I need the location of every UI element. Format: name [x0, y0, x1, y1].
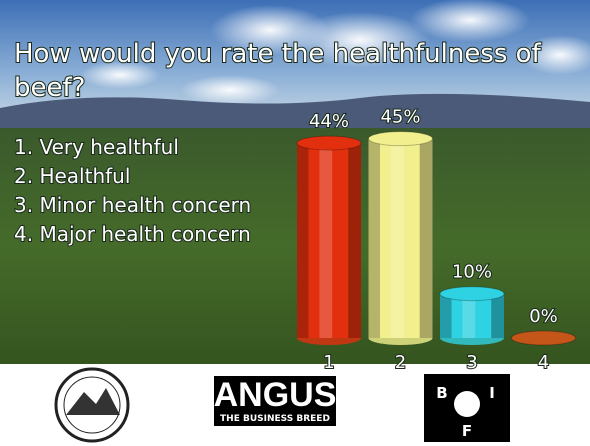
- value-label: 45%: [380, 107, 420, 128]
- category-label: 3: [466, 352, 477, 373]
- option: 3. Minor health concern: [14, 193, 251, 217]
- slide: How would you rate the healthfulness ofb…: [0, 0, 590, 446]
- option: 4. Major health concern: [14, 222, 251, 246]
- bar-shade: [420, 139, 433, 338]
- option: 1. Very healthful: [14, 135, 179, 159]
- bif-letter: B: [436, 384, 447, 402]
- bar-shade: [297, 143, 309, 338]
- category-label: 4: [538, 352, 549, 373]
- bar-cap: [297, 136, 361, 150]
- bar-cap: [440, 287, 504, 301]
- page: How would you rate the healthfulness ofb…: [0, 0, 590, 446]
- value-label: 0%: [529, 306, 558, 327]
- bar-shade: [348, 143, 361, 338]
- category-label: 2: [395, 352, 406, 373]
- option: 2. Healthful: [14, 164, 130, 188]
- logo-angus: ANGUS THE BUSINESS BREED: [214, 376, 337, 426]
- bar-shade: [491, 294, 504, 338]
- bif-letter: I: [489, 384, 495, 402]
- angus-word: ANGUS: [214, 376, 337, 414]
- bar-shine: [391, 139, 404, 338]
- category-label: 1: [323, 352, 334, 373]
- value-label: 10%: [452, 262, 492, 283]
- logo-bif: B I F: [424, 374, 510, 442]
- angus-tagline: THE BUSINESS BREED: [220, 414, 330, 424]
- bar-shade: [369, 139, 381, 338]
- bar-shine: [319, 143, 332, 338]
- bif-letter: F: [462, 422, 472, 440]
- bar-shade: [440, 294, 452, 338]
- logo-left: [56, 369, 128, 441]
- bar-cap: [369, 132, 433, 146]
- value-label: 44%: [309, 111, 349, 132]
- bar-cap: [512, 331, 576, 345]
